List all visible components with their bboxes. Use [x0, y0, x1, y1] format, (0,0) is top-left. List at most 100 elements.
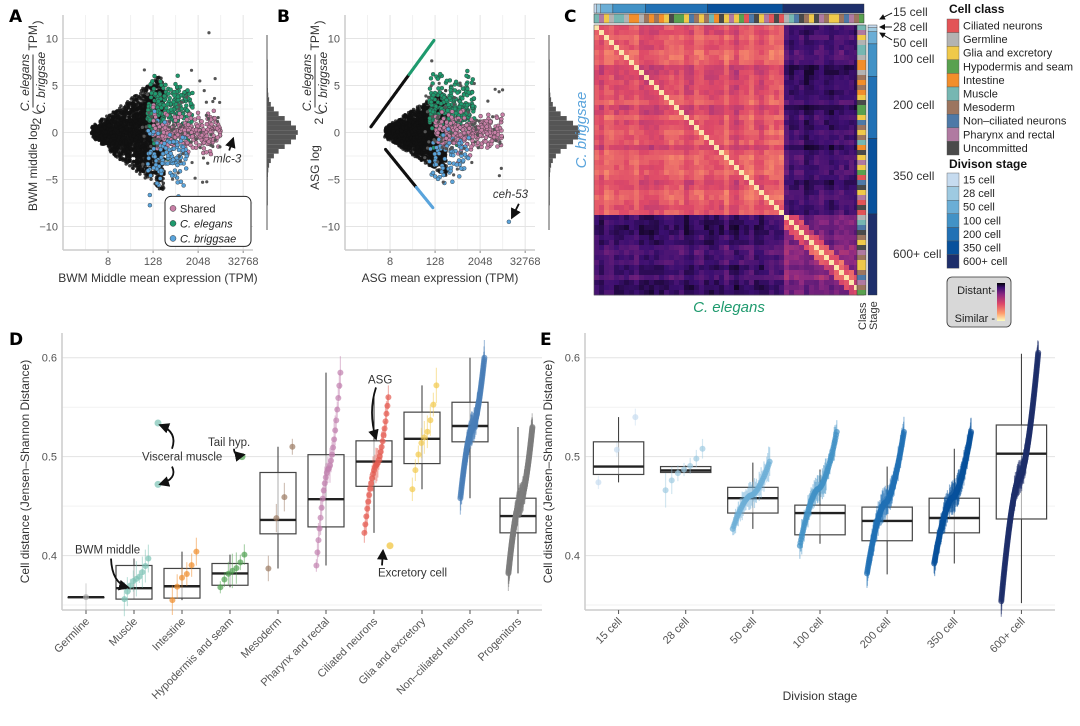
- data-point-outlier: [185, 95, 189, 99]
- data-point-outlier: [211, 99, 215, 104]
- data-point-outlier: [157, 159, 161, 163]
- data-point-other: [120, 136, 125, 141]
- data-point-elegans: [166, 91, 171, 96]
- data-point-other: [140, 108, 144, 113]
- data-point-elegans: [151, 86, 157, 91]
- data-point-other: [138, 101, 143, 105]
- data-point-other: [113, 151, 118, 155]
- data-point-other: [141, 99, 145, 103]
- panel-label-e: E: [540, 330, 552, 350]
- data-point-briggsae: [176, 147, 182, 153]
- histogram-bar: [267, 64, 268, 70]
- data-point-shared: [185, 140, 190, 146]
- data-point-briggsae: [180, 148, 186, 153]
- data-point-shared: [164, 112, 170, 118]
- data-point-other: [122, 147, 126, 152]
- x-tick-label: 32768: [510, 256, 541, 268]
- data-point-shared: [160, 133, 165, 139]
- data-point-other: [157, 75, 161, 79]
- data-point-shared: [190, 145, 196, 150]
- data-point-shared: [188, 116, 194, 121]
- data-point-briggsae: [148, 173, 153, 178]
- data-point-briggsae: [151, 165, 156, 171]
- data-point-outlier: [181, 152, 185, 156]
- data-point-briggsae: [158, 176, 163, 181]
- y-tick-label: 0: [334, 128, 340, 140]
- data-point-outlier: [180, 100, 184, 104]
- panel-label-c: C: [564, 7, 576, 27]
- data-point-outlier: [209, 133, 213, 137]
- data-point-briggsae: [175, 142, 180, 148]
- data-point-other: [109, 148, 113, 153]
- data-point-other: [141, 122, 145, 126]
- data-point-outlier: [153, 137, 157, 142]
- data-point-other: [154, 79, 158, 84]
- y-axis-title-subscript: 2: [30, 118, 44, 125]
- histogram-bar: [267, 116, 285, 121]
- panel-label-b: B: [277, 7, 290, 27]
- data-point-outlier: [207, 31, 211, 35]
- data-point-other: [134, 135, 139, 140]
- data-point-shared: [186, 122, 191, 127]
- data-point-outlier: [204, 113, 208, 117]
- data-point-elegans: [152, 73, 157, 79]
- data-point-other: [135, 142, 140, 147]
- data-point-briggsae: [154, 181, 160, 186]
- data-point-briggsae: [160, 161, 165, 166]
- data-point-shared: [196, 115, 201, 120]
- data-point-other: [132, 111, 136, 115]
- data-point-outlier: [141, 162, 145, 166]
- data-point-elegans: [153, 91, 158, 96]
- data-point-other: [139, 88, 144, 93]
- data-point-briggsae: [184, 166, 189, 171]
- y-tick-label: 10: [46, 34, 58, 46]
- data-point-other: [136, 106, 141, 110]
- data-point-briggsae: [162, 141, 167, 146]
- data-point-shared: [204, 150, 209, 155]
- data-point-shared: [177, 111, 182, 116]
- data-point-other: [124, 139, 128, 144]
- histogram-bar: [267, 181, 268, 187]
- annotation-mlc3: mlc-3: [213, 154, 242, 166]
- data-point-briggsae: [147, 192, 153, 198]
- data-point-outlier: [142, 68, 146, 72]
- data-point-other: [161, 181, 166, 185]
- data-point-briggsae: [181, 183, 186, 188]
- data-point-other: [106, 144, 111, 148]
- data-point-outlier: [213, 76, 217, 81]
- legend-label: C. elegans: [180, 218, 233, 230]
- data-point-other: [120, 115, 125, 119]
- data-point-outlier: [149, 144, 153, 148]
- data-point-outlier: [194, 137, 198, 141]
- data-point-other: [128, 128, 133, 132]
- histogram-bar: [267, 83, 268, 88]
- data-point-briggsae: [183, 156, 188, 162]
- data-point-other: [120, 127, 124, 132]
- data-point-other: [135, 114, 140, 119]
- data-point-shared: [204, 121, 210, 127]
- data-point-other: [124, 162, 128, 166]
- data-point-outlier: [189, 68, 194, 72]
- data-point-other: [138, 162, 142, 166]
- histogram-bar: [267, 69, 268, 74]
- data-point-outlier: [155, 120, 159, 124]
- data-point-outlier: [144, 125, 148, 129]
- data-point-outlier: [178, 159, 183, 163]
- data-point-elegans: [148, 95, 154, 100]
- data-point-other: [123, 105, 127, 109]
- data-point-outlier: [198, 146, 202, 150]
- x-tick-label: 8: [105, 256, 111, 268]
- data-point-other: [145, 142, 149, 147]
- data-point-outlier: [218, 145, 222, 149]
- data-point-other: [131, 107, 135, 111]
- histogram-bar: [267, 120, 292, 126]
- data-point-shared: [161, 130, 166, 135]
- histogram-bar: [267, 87, 268, 93]
- data-point-other: [99, 118, 103, 123]
- data-point-outlier: [198, 79, 202, 83]
- data-point-other: [128, 158, 132, 162]
- data-point-other: [129, 122, 133, 126]
- x-tick-label: 128: [426, 256, 444, 268]
- data-point-other: [116, 122, 120, 126]
- data-point-other: [125, 118, 129, 122]
